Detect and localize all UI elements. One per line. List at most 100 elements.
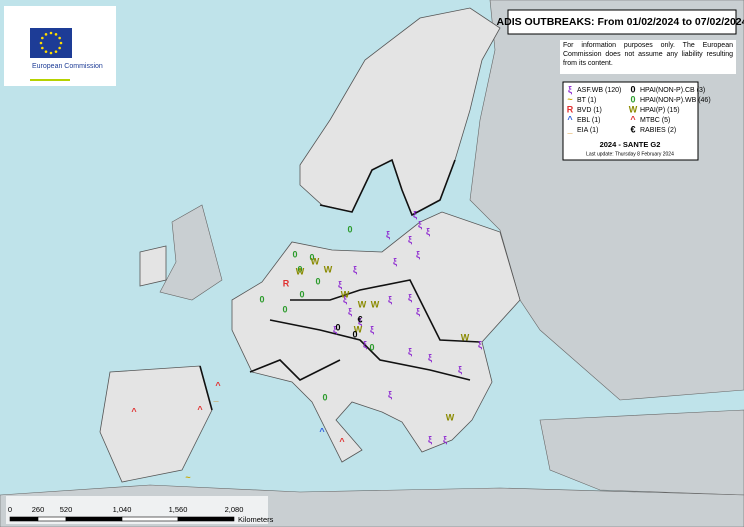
scale-tick-label: 520 — [60, 505, 73, 514]
outbreak-marker: 0 — [347, 224, 352, 234]
title: ADIS OUTBREAKS: From 01/02/2024 to 07/02… — [497, 16, 744, 28]
outbreak-marker: ξ — [426, 226, 430, 236]
outbreak-marker: 0 — [352, 329, 357, 339]
scale-tick-label: 260 — [32, 505, 45, 514]
outbreak-marker: ^ — [215, 380, 221, 390]
legend-label: MTBC (5) — [640, 117, 670, 124]
logo-star — [49, 51, 53, 55]
legend-label: HPAI(P) (15) — [640, 107, 680, 114]
outbreak-marker: ^ — [339, 436, 345, 446]
border — [269, 319, 471, 381]
legend-update: Last update: Thursday 8 February 2024 — [586, 151, 674, 157]
outbreak-marker: ξ — [416, 306, 420, 316]
legend-symbol: ^ — [630, 114, 636, 124]
legend-symbol: R — [567, 104, 574, 114]
logo-star — [49, 31, 53, 35]
outbreak-marker: ξ — [370, 324, 374, 334]
outbreak-marker: ξ — [478, 339, 482, 349]
outbreak-marker: 0 — [297, 264, 302, 274]
outbreak-marker: W — [354, 324, 363, 334]
logo-text: European Commission — [32, 63, 103, 70]
logo-star — [54, 50, 58, 53]
logo-stars — [39, 31, 63, 55]
outbreak-marker: W — [296, 266, 305, 276]
outbreak-marker: W — [371, 299, 380, 309]
outbreak-marker: W — [446, 412, 455, 422]
logo-star — [58, 46, 61, 50]
outbreak-marker: 0 — [309, 252, 314, 262]
outbreak-marker: 0 — [322, 392, 327, 402]
disclaimer: For information purposes only. The Europ… — [563, 42, 733, 67]
scale-segment — [177, 516, 235, 522]
outbreak-marker: _ — [212, 392, 219, 402]
outbreak-marker: ~ — [185, 472, 190, 482]
logo-star — [39, 41, 43, 45]
border — [249, 359, 341, 381]
scale-segment — [9, 516, 39, 522]
legend-symbol: 0 — [630, 94, 635, 104]
land-turkey — [539, 409, 744, 496]
outbreak-marker: ξ — [408, 292, 412, 302]
legend-symbol: _ — [566, 124, 573, 134]
outbreak-marker: ^ — [131, 406, 137, 416]
outbreak-marker: W — [461, 332, 470, 342]
outbreak-marker: ξ — [338, 279, 342, 289]
outbreak-marker: ξ — [408, 234, 412, 244]
outbreak-marker: ^ — [319, 426, 325, 436]
scale-segment — [37, 516, 67, 522]
outbreak-marker: W — [341, 289, 350, 299]
legend-label: RABIES (2) — [640, 127, 676, 134]
outbreak-marker: ξ — [343, 294, 347, 304]
land-mainland — [231, 211, 521, 463]
outbreak-marker: ξ — [358, 316, 362, 326]
outbreak-marker: 0 — [315, 276, 320, 286]
outbreak-marker: ξ — [458, 364, 462, 374]
outbreak-marker: 0 — [292, 249, 297, 259]
land-uk — [159, 204, 223, 301]
scale-segment — [121, 516, 179, 522]
outbreak-marker: € — [357, 314, 362, 324]
outbreak-marker: ξ — [418, 219, 422, 229]
legend-symbol: € — [630, 124, 635, 134]
outbreak-marker: W — [324, 264, 333, 274]
outbreak-marker: ξ — [416, 249, 420, 259]
legend-symbol: ^ — [567, 114, 573, 124]
logo-star — [41, 46, 44, 50]
outbreak-marker: 0 — [282, 304, 287, 314]
logo-star — [44, 33, 48, 36]
outbreak-marker: ξ — [413, 209, 417, 219]
legend-box — [562, 81, 699, 161]
outbreak-marker: R — [283, 278, 290, 288]
outbreak-marker: 0 — [259, 294, 264, 304]
legend-symbol: ~ — [567, 94, 572, 104]
outbreak-marker: ξ — [333, 324, 337, 334]
outbreak-marker: ξ — [363, 339, 367, 349]
outbreak-marker: ξ — [388, 294, 392, 304]
legend-footer: 2024 - SANTE G2 — [600, 140, 661, 149]
outbreak-marker: W — [311, 256, 320, 266]
legend: ξ ASF.WB (120) ~ BT (1)R BVD (1) ^ EBL (1) _ EIA… — [566, 84, 710, 134]
outbreak-marker: ξ — [348, 306, 352, 316]
outbreak-marker: ξ — [443, 434, 447, 444]
outbreak-marker: W — [358, 299, 367, 309]
logo-star — [59, 41, 63, 45]
legend-label: BVD (1) — [577, 107, 602, 114]
logo-star — [58, 36, 61, 40]
legend-label: HPAI(NON-P).WB (46) — [640, 97, 711, 104]
border — [319, 158, 456, 217]
scale-tick-label: 2,080 — [225, 505, 244, 514]
legend-symbol: W — [629, 104, 638, 114]
scale-segment — [65, 516, 123, 522]
outbreak-marker: ξ — [388, 389, 392, 399]
outbreak-marker: 0 — [369, 342, 374, 352]
disclaimer-box — [560, 40, 736, 74]
legend-label: BT (1) — [577, 97, 596, 104]
border — [199, 365, 213, 411]
scale-tick-label: 0 — [8, 505, 12, 514]
border — [290, 279, 481, 343]
outbreak-marker: ^ — [197, 404, 203, 414]
legend-symbol: ξ — [568, 84, 572, 94]
logo-star — [54, 33, 58, 36]
